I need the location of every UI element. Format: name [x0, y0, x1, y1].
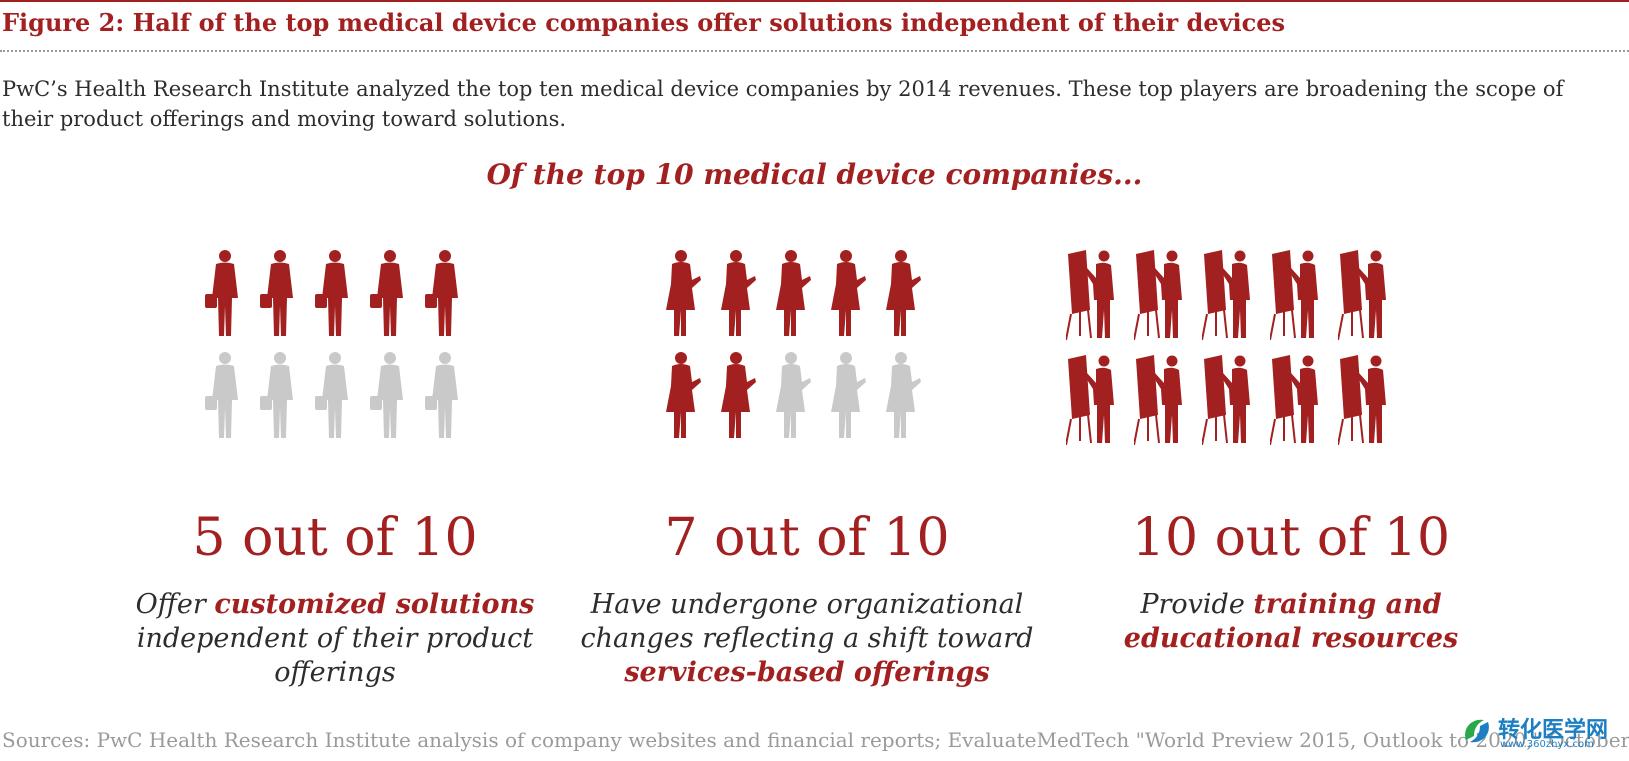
caption-highlight: customized solutions — [214, 589, 535, 620]
watermark-name: 转化医学网 — [1498, 718, 1609, 743]
presenter-easel-icon — [1134, 355, 1182, 445]
businesswoman-icon — [666, 250, 701, 336]
caption-text: Offer — [135, 589, 215, 620]
businesswoman-icon — [831, 352, 866, 438]
presenter-easel-icon — [1066, 355, 1114, 445]
businessman-icon — [370, 352, 403, 438]
businesswoman-icon — [721, 352, 756, 438]
presenter-easel-icon — [1202, 250, 1250, 340]
watermark-logo: 转化医学网 www.360zhyx.com — [1460, 712, 1620, 752]
businesswoman-icon — [776, 250, 811, 336]
stat-value: 7 out of 10 — [664, 508, 950, 568]
pictogram-row-group-2 — [572, 248, 1042, 478]
businessman-icon — [425, 250, 458, 336]
businesswoman-icon — [776, 352, 811, 438]
stat-group-training-resources: 10 out of 10 Provide training and educat… — [1056, 248, 1526, 654]
businessman-icon — [205, 250, 238, 336]
pictogram-row-group-1 — [100, 248, 570, 478]
watermark-url: www.360zhyx.com — [1500, 739, 1594, 750]
businessman-icon — [205, 352, 238, 438]
dotted-divider — [0, 50, 1629, 52]
pictogram-row-group-3 — [1056, 248, 1526, 478]
stat-group-customized-solutions: 5 out of 10 Offer customized solutions i… — [100, 248, 570, 688]
businessman-icon — [315, 250, 348, 336]
stat-value: 10 out of 10 — [1131, 508, 1451, 568]
caption-text: Provide — [1140, 589, 1254, 620]
presenter-easel-icon — [1338, 250, 1386, 340]
stat-caption: Offer customized solutions independent o… — [100, 588, 570, 690]
businesswoman-icon — [666, 352, 701, 438]
caption-highlight: services-based offerings — [624, 657, 990, 688]
source-note: Sources: PwC Health Research Institute a… — [2, 728, 1629, 752]
intro-text: PwC’s Health Research Institute analyzed… — [2, 77, 1564, 131]
presenter-easel-icon — [1270, 250, 1318, 340]
chart-lead-heading: Of the top 10 medical device companies..… — [486, 158, 1143, 191]
stat-value: 5 out of 10 — [192, 508, 478, 568]
businesswoman-icon — [886, 250, 921, 336]
figure-title: Figure 2: Half of the top medical device… — [2, 8, 1286, 37]
presenter-easel-icon — [1338, 355, 1386, 445]
businessman-icon — [425, 352, 458, 438]
presenter-easel-icon — [1066, 250, 1114, 340]
businessman-icon — [370, 250, 403, 336]
businesswoman-icon — [721, 250, 756, 336]
watermark-logo-icon — [1465, 719, 1489, 743]
caption-highlight: training and educational resources — [1123, 589, 1459, 654]
stat-caption: Provide training and educational resourc… — [1056, 588, 1526, 656]
businesswoman-icon — [886, 352, 921, 438]
presenter-easel-icon — [1270, 355, 1318, 445]
businessman-icon — [260, 250, 293, 336]
top-rule — [0, 0, 1629, 2]
businesswoman-icon — [831, 250, 866, 336]
businessman-icon — [315, 352, 348, 438]
presenter-easel-icon — [1134, 250, 1182, 340]
caption-text: independent of their product offerings — [136, 623, 534, 688]
stat-caption: Have undergone organizational changes re… — [572, 588, 1042, 690]
businessman-icon — [260, 352, 293, 438]
caption-text: Have undergone organizational changes re… — [580, 589, 1034, 654]
presenter-easel-icon — [1202, 355, 1250, 445]
stat-group-services-based: 7 out of 10 Have undergone organizationa… — [572, 248, 1042, 688]
